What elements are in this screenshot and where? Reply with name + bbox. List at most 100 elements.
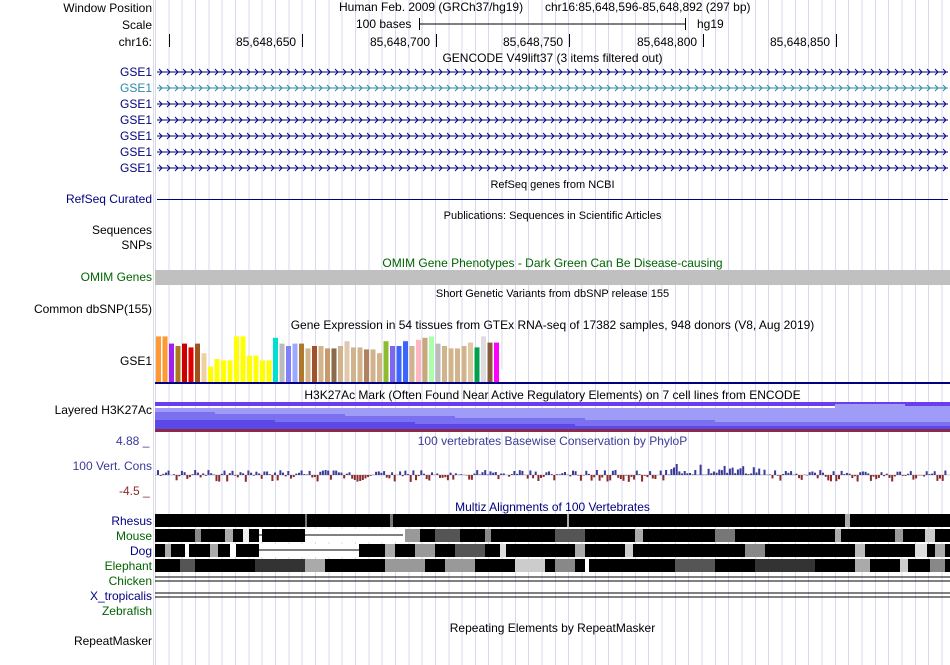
gencode-transcript-arrows[interactable] bbox=[157, 100, 948, 108]
phylop-value-bar bbox=[654, 475, 657, 479]
multiz-species-xtropicalis[interactable]: X_tropicalis bbox=[89, 589, 152, 603]
phylop-value-bar bbox=[500, 473, 503, 475]
phylop-value-bar bbox=[263, 471, 266, 475]
phylop-value-bar bbox=[790, 471, 793, 475]
gencode-transcript-arrows[interactable] bbox=[157, 132, 948, 140]
phylop-value-bar bbox=[380, 472, 383, 475]
phylop-value-bar bbox=[502, 473, 505, 475]
publications-track-label[interactable]: Sequences bbox=[91, 223, 152, 237]
ruler-tick-label: 85,648,800 bbox=[637, 35, 698, 49]
ruler-tick-label: 85,648,750 bbox=[503, 35, 564, 49]
multiz-block bbox=[225, 529, 233, 542]
omim-gene-bar[interactable] bbox=[155, 270, 950, 285]
multiz-species-rhesus[interactable]: Rhesus bbox=[111, 514, 152, 528]
gtex-tissue-bar bbox=[227, 360, 233, 382]
phylop-value-bar bbox=[415, 475, 417, 481]
phylop-value-bar bbox=[468, 475, 471, 480]
phylop-signal[interactable] bbox=[155, 445, 950, 501]
phylop-value-bar bbox=[779, 475, 782, 481]
gencode-transcript-label[interactable]: GSE1 bbox=[119, 113, 152, 127]
phylop-value-bar bbox=[659, 470, 662, 475]
phylop-value-bar bbox=[292, 475, 295, 478]
gencode-transcript-arrows[interactable] bbox=[157, 68, 948, 76]
phylop-track-label[interactable]: 100 Vert. Cons bbox=[72, 459, 152, 473]
phylop-value-bar bbox=[545, 472, 548, 475]
phylop-value-bar bbox=[859, 472, 862, 475]
multiz-species-elephant[interactable]: Elephant bbox=[104, 559, 152, 573]
phylop-value-bar bbox=[595, 470, 598, 475]
gencode-transcript-label[interactable]: GSE1 bbox=[119, 97, 152, 111]
multiz-species-chicken[interactable]: Chicken bbox=[108, 574, 152, 588]
gencode-transcript-label[interactable]: GSE1 bbox=[119, 161, 152, 175]
phylop-value-bar bbox=[223, 470, 226, 475]
gencode-transcript-arrows[interactable] bbox=[157, 148, 948, 156]
phylop-value-bar bbox=[516, 473, 519, 475]
phylop-value-bar bbox=[577, 475, 580, 476]
phylop-value-bar bbox=[526, 475, 529, 479]
phylop-value-bar bbox=[343, 475, 346, 479]
gtex-track-label[interactable]: GSE1 bbox=[119, 354, 152, 368]
gtex-tissue-bar bbox=[273, 337, 278, 382]
phylop-value-bar bbox=[290, 475, 292, 479]
phylop-value-bar bbox=[375, 471, 378, 475]
gtex-tissue-bar bbox=[214, 359, 220, 382]
phylop-value-bar bbox=[901, 475, 904, 476]
phylop-value-bar bbox=[199, 475, 202, 478]
multiz-species-dog[interactable]: Dog bbox=[129, 544, 152, 558]
phylop-value-bar bbox=[798, 475, 801, 479]
phylop-value-bar bbox=[619, 475, 622, 479]
phylop-value-bar bbox=[409, 475, 412, 482]
phylop-value-bar bbox=[806, 475, 808, 476]
gencode-transcript-label[interactable]: GSE1 bbox=[119, 129, 152, 143]
phylop-value-bar bbox=[239, 472, 242, 475]
multiz-species-mouse[interactable]: Mouse bbox=[115, 529, 152, 543]
phylop-value-bar bbox=[699, 464, 702, 475]
multiz-alignment-blocks[interactable] bbox=[155, 513, 950, 605]
phylop-value-bar bbox=[401, 475, 404, 477]
phylop-value-bar bbox=[476, 470, 479, 475]
phylop-value-bar bbox=[470, 475, 473, 480]
h3k27ac-signal[interactable] bbox=[155, 400, 950, 434]
phylop-value-bar bbox=[162, 473, 165, 475]
gtex-tissue-bar bbox=[494, 342, 499, 382]
dbsnp-track-label[interactable]: Common dbSNP(155) bbox=[33, 302, 152, 316]
phylop-value-bar bbox=[941, 475, 944, 481]
ruler-tick-label: 85,648,650 bbox=[236, 35, 297, 49]
gencode-transcript-arrows[interactable] bbox=[157, 164, 948, 172]
phylop-value-bar bbox=[649, 471, 652, 475]
scale-bar bbox=[419, 18, 686, 30]
gencode-transcript-label[interactable]: GSE1 bbox=[119, 81, 152, 95]
gtex-bar-chart[interactable] bbox=[155, 334, 950, 386]
phylop-value-bar bbox=[899, 471, 902, 475]
gencode-transcript-arrows[interactable] bbox=[157, 84, 948, 92]
multiz-species-zebrafish[interactable]: Zebrafish bbox=[101, 604, 152, 618]
phylop-value-bar bbox=[446, 475, 449, 481]
omim-track-label[interactable]: OMIM Genes bbox=[80, 270, 152, 284]
phylop-value-bar bbox=[561, 473, 564, 475]
phylop-value-bar bbox=[348, 472, 351, 475]
h3k27ac-track-label[interactable]: Layered H3K27Ac bbox=[54, 403, 152, 417]
ruler-start-tick bbox=[169, 34, 170, 47]
gtex-tissue-bar bbox=[442, 346, 447, 382]
refseq-gene-line[interactable] bbox=[157, 199, 948, 200]
multiz-track-title: Multiz Alignments of 100 Vertebrates bbox=[455, 500, 650, 514]
gencode-transcript-label[interactable]: GSE1 bbox=[119, 145, 152, 159]
repeatmasker-track-label[interactable]: RepeatMasker bbox=[73, 634, 152, 648]
multiz-block bbox=[415, 544, 435, 557]
snps-track-label[interactable]: SNPs bbox=[121, 238, 152, 252]
phylop-value-bar bbox=[287, 471, 290, 475]
phylop-value-bar bbox=[399, 471, 402, 475]
gencode-transcript-arrows[interactable] bbox=[157, 116, 948, 124]
phylop-value-bar bbox=[234, 475, 237, 476]
phylop-value-bar bbox=[489, 471, 492, 475]
phylop-value-bar bbox=[486, 474, 489, 475]
gencode-transcript-label[interactable]: GSE1 bbox=[119, 65, 152, 79]
refseq-track-label[interactable]: RefSeq Curated bbox=[65, 192, 152, 206]
multiz-block bbox=[390, 514, 393, 527]
phylop-value-bar bbox=[944, 470, 947, 475]
phylop-value-bar bbox=[784, 471, 787, 475]
phylop-value-bar bbox=[609, 475, 612, 481]
phylop-value-bar bbox=[369, 475, 372, 476]
phylop-value-bar bbox=[266, 471, 269, 475]
phylop-min-label: -4.5 _ bbox=[119, 484, 150, 498]
